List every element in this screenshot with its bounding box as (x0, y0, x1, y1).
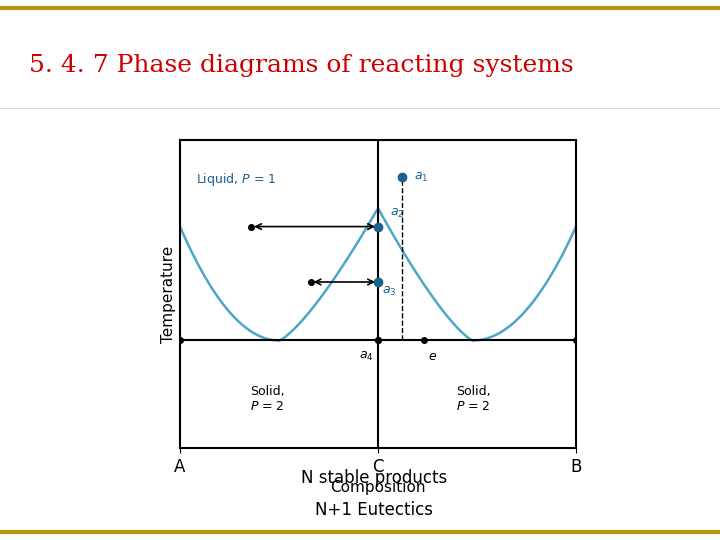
Text: N stable products: N stable products (301, 469, 448, 487)
Text: $a_2$: $a_2$ (390, 207, 404, 220)
Text: Solid,
$P$ = 2: Solid, $P$ = 2 (250, 385, 284, 413)
Text: Solid,
$P$ = 2: Solid, $P$ = 2 (456, 385, 490, 413)
Text: $a_4$: $a_4$ (359, 350, 374, 363)
X-axis label: Composition: Composition (330, 480, 426, 495)
Text: $a_1$: $a_1$ (414, 171, 428, 184)
Y-axis label: Temperature: Temperature (161, 246, 176, 343)
Text: $e$: $e$ (428, 350, 436, 363)
Text: N+1 Eutectics: N+1 Eutectics (315, 501, 433, 519)
Text: $a_3$: $a_3$ (382, 285, 397, 298)
Text: 5. 4. 7 Phase diagrams of reacting systems: 5. 4. 7 Phase diagrams of reacting syste… (29, 54, 573, 77)
Text: Liquid, $P$ = 1: Liquid, $P$ = 1 (196, 171, 276, 188)
